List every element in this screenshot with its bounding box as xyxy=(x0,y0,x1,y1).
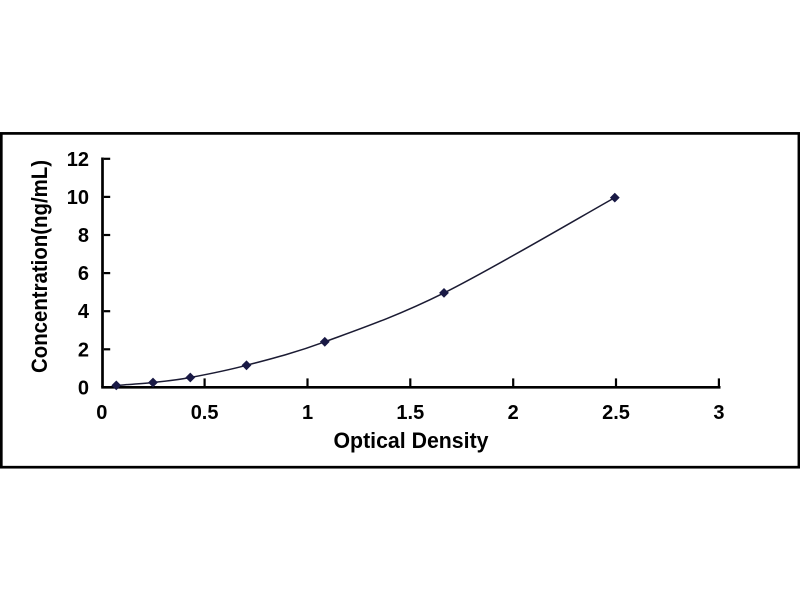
svg-text:2: 2 xyxy=(508,402,519,424)
svg-text:0: 0 xyxy=(78,377,89,399)
svg-text:2: 2 xyxy=(78,339,89,361)
svg-text:2.5: 2.5 xyxy=(602,402,630,424)
svg-text:3: 3 xyxy=(713,402,724,424)
svg-text:0: 0 xyxy=(96,402,107,424)
svg-text:1: 1 xyxy=(302,402,313,424)
svg-text:1.5: 1.5 xyxy=(396,402,424,424)
svg-text:12: 12 xyxy=(67,149,89,171)
svg-text:10: 10 xyxy=(67,187,89,209)
svg-text:6: 6 xyxy=(78,263,89,285)
svg-text:0.5: 0.5 xyxy=(191,402,219,424)
svg-text:Concentration(ng/mL): Concentration(ng/mL) xyxy=(27,160,52,373)
svg-text:Optical Density: Optical Density xyxy=(334,428,490,453)
svg-text:8: 8 xyxy=(78,225,89,247)
svg-text:4: 4 xyxy=(78,301,90,323)
